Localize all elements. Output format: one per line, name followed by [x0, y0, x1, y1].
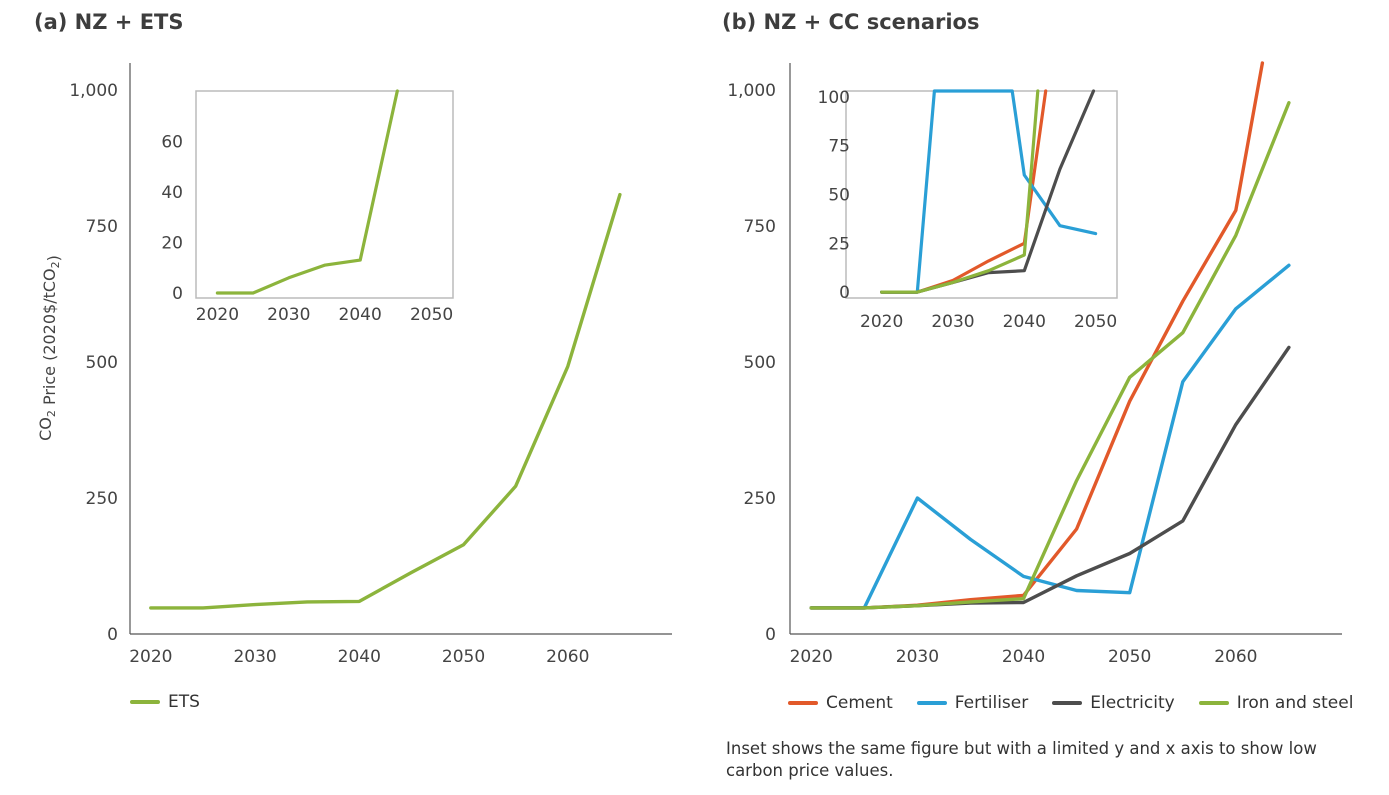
- b-series-line-cement: [809, 61, 1265, 610]
- legend-swatch-ets: [130, 700, 160, 704]
- legend-item-cement: Cement: [788, 693, 893, 713]
- legend-swatch-cement: [788, 701, 818, 705]
- legend-swatch-electricity: [1052, 701, 1083, 705]
- a-x-tick-label: 2020: [129, 647, 172, 667]
- b-inset-y-tick-label: 25: [828, 234, 850, 254]
- b-inset-y-tick-label: 100: [818, 88, 850, 108]
- a-inset-y-tick-label: 60: [161, 132, 183, 152]
- b-inset-x-tick-label: 2040: [1003, 312, 1046, 332]
- b-series-line-electricity: [809, 345, 1291, 610]
- b-inset-y-tick-label: 0: [839, 283, 850, 303]
- a-y-tick-label: 1,000: [69, 81, 118, 101]
- b-y-tick-label: 0: [765, 625, 776, 645]
- a-x-tick-label: 2040: [338, 647, 381, 667]
- b-inset-x-tick-label: 2050: [1074, 312, 1117, 332]
- b-x-tick-label: 2020: [790, 647, 833, 667]
- b-inset-x-tick-label: 2030: [931, 312, 974, 332]
- a-inset-x-tick-label: 2050: [410, 305, 453, 325]
- a-inset-x-tick-label: 2020: [196, 305, 239, 325]
- a-inset-frame: [195, 90, 454, 299]
- b-inset-frame: [845, 90, 1118, 299]
- b-inset-series-line-iron-steel: [880, 89, 1040, 294]
- a-inset-y-tick-label: 20: [161, 233, 183, 253]
- panel-b-title: (b) NZ + CC scenarios: [722, 10, 980, 34]
- b-x-tick-label: 2050: [1108, 647, 1151, 667]
- a-y-tick-label: 750: [86, 217, 118, 237]
- legend-label-ets: ETS: [168, 692, 200, 712]
- a-inset-y-tick-label: 40: [161, 183, 183, 203]
- a-inset-x-tick-label: 2030: [267, 305, 310, 325]
- a-inset-x-tick-label: 2040: [339, 305, 382, 325]
- legend-item-fertiliser: Fertiliser: [916, 693, 1029, 713]
- b-inset-series-line-fertiliser: [880, 89, 1098, 294]
- b-inset-series-line-electricity: [880, 89, 1096, 294]
- b-inset-y-tick-label: 50: [828, 186, 850, 206]
- a-x-tick-label: 2060: [546, 647, 589, 667]
- legend-label-iron-steel: Iron and steel: [1236, 693, 1354, 713]
- legend-swatch-iron-steel: [1198, 701, 1229, 705]
- legend-b: Cement Fertiliser Electricity Iron and s…: [788, 693, 1353, 713]
- b-inset-x-tick-label: 2020: [860, 312, 903, 332]
- a-y-tick-label: 500: [86, 353, 118, 373]
- b-inset-y-tick-label: 75: [828, 137, 850, 157]
- b-x-tick-label: 2060: [1214, 647, 1257, 667]
- legend-item-electricity: Electricity: [1052, 693, 1175, 713]
- b-y-tick-label: 750: [744, 217, 776, 237]
- a-y-tick-label: 250: [86, 489, 118, 509]
- b-series-line-iron-and-steel: [809, 100, 1291, 610]
- b-y-tick-label: 500: [744, 353, 776, 373]
- a-inset-y-tick-label: 0: [172, 284, 183, 304]
- b-x-tick-label: 2030: [896, 647, 939, 667]
- legend-item-iron-steel: Iron and steel: [1198, 693, 1354, 713]
- b-series-line-fertiliser: [809, 263, 1291, 610]
- legend-label-electricity: Electricity: [1090, 693, 1175, 713]
- b-y-tick-label: 1,000: [727, 81, 776, 101]
- b-y-tick-label: 250: [744, 489, 776, 509]
- a-inset-series-line-ets: [215, 89, 399, 295]
- legend-label-fertiliser: Fertiliser: [954, 693, 1029, 713]
- panel-a-title: (a) NZ + ETS: [34, 10, 184, 34]
- legend-a: ETS: [130, 692, 200, 712]
- inset-note: Inset shows the same figure but with a l…: [726, 739, 1317, 780]
- legend-swatch-fertiliser: [916, 701, 947, 705]
- b-inset-series-line-cement: [880, 89, 1048, 294]
- a-series-line-ets: [149, 192, 622, 610]
- a-y-tick-label: 0: [107, 625, 118, 645]
- a-x-tick-label: 2030: [233, 647, 276, 667]
- b-x-tick-label: 2040: [1002, 647, 1045, 667]
- y-axis-label: CO2 Price (2020$/tCO2): [36, 255, 63, 441]
- legend-label-cement: Cement: [826, 693, 893, 713]
- a-x-tick-label: 2050: [442, 647, 485, 667]
